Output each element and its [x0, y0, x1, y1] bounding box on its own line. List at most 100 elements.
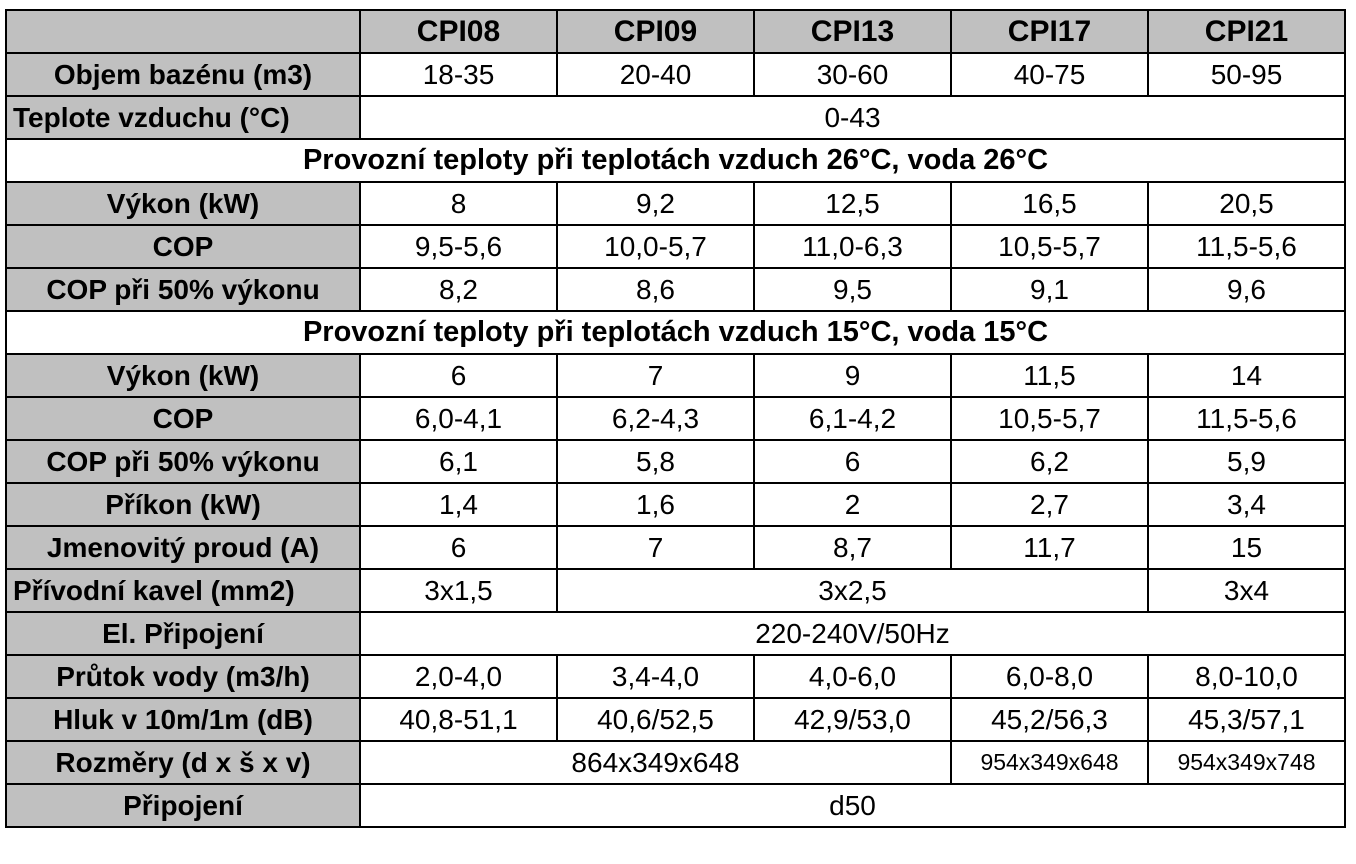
table-cell: 11,5-5,6: [1147, 224, 1346, 269]
table-cell: 6,2: [950, 439, 1149, 484]
table-cell: 40-75: [950, 52, 1149, 97]
row-label: Objem bazénu (m3): [5, 52, 361, 97]
table-cell: 6,0-8,0: [950, 654, 1149, 699]
table-cell: 864x349x648: [359, 740, 952, 785]
table-row-cop-15: COP 6,0-4,1 6,2-4,3 6,1-4,2 10,5-5,7 11,…: [5, 396, 1346, 441]
section-header-26: Provozní teploty při teplotách vzduch 26…: [5, 138, 1346, 183]
table-cell: 20,5: [1147, 181, 1346, 226]
table-cell: 11,7: [950, 525, 1149, 570]
table-cell: 954x349x648: [950, 740, 1149, 785]
table-row-water-flow: Průtok vody (m3/h) 2,0-4,0 3,4-4,0 4,0-6…: [5, 654, 1346, 699]
table-cell: 14: [1147, 353, 1346, 398]
row-label: El. Připojení: [5, 611, 361, 656]
table-row-connection: Připojení d50: [5, 783, 1346, 828]
table-cell: 10,0-5,7: [556, 224, 755, 269]
table-cell: 8,2: [359, 267, 558, 312]
table-cell: 2,0-4,0: [359, 654, 558, 699]
table-row-power-15: Výkon (kW) 6 7 9 11,5 14: [5, 353, 1346, 398]
table-cell: 9,2: [556, 181, 755, 226]
table-cell: 11,0-6,3: [753, 224, 952, 269]
table-cell: 6,1: [359, 439, 558, 484]
table-cell: 10,5-5,7: [950, 396, 1149, 441]
model-header-cpi21: CPI21: [1147, 9, 1346, 54]
table-cell: 8: [359, 181, 558, 226]
table-cell: 7: [556, 525, 755, 570]
table-cell: 6: [359, 353, 558, 398]
table-cell: 9: [753, 353, 952, 398]
row-label: Příkon (kW): [5, 482, 361, 527]
table-cell: 3x2,5: [556, 568, 1149, 613]
corner-cell: [5, 9, 361, 54]
row-label: Připojení: [5, 783, 361, 828]
table-cell: 3,4-4,0: [556, 654, 755, 699]
table-cell: 8,6: [556, 267, 755, 312]
table-cell: 20-40: [556, 52, 755, 97]
table-cell: 3x4: [1147, 568, 1346, 613]
table-cell: 0-43: [359, 95, 1346, 140]
row-label: Rozměry (d x š x v): [5, 740, 361, 785]
table-cell: 5,8: [556, 439, 755, 484]
model-header-cpi17: CPI17: [950, 9, 1149, 54]
table-cell: 12,5: [753, 181, 952, 226]
table-row-noise: Hluk v 10m/1m (dB) 40,8-51,1 40,6/52,5 4…: [5, 697, 1346, 742]
row-label: Přívodní kavel (mm2): [5, 568, 361, 613]
row-label: COP: [5, 224, 361, 269]
row-label: COP při 50% výkonu: [5, 439, 361, 484]
table-cell: 18-35: [359, 52, 558, 97]
model-header-cpi09: CPI09: [556, 9, 755, 54]
table-cell: 220-240V/50Hz: [359, 611, 1346, 656]
table-cell: 7: [556, 353, 755, 398]
table-row-rated-current: Jmenovitý proud (A) 6 7 8,7 11,7 15: [5, 525, 1346, 570]
section-title: Provozní teploty při teplotách vzduch 26…: [5, 138, 1346, 183]
row-label: COP: [5, 396, 361, 441]
spec-table: CPI08 CPI09 CPI13 CPI17 CPI21 Objem bazé…: [5, 9, 1346, 828]
table-cell: 3,4: [1147, 482, 1346, 527]
table-cell: 6: [359, 525, 558, 570]
table-cell: 6,2-4,3: [556, 396, 755, 441]
table-row-electrical: El. Připojení 220-240V/50Hz: [5, 611, 1346, 656]
table-cell: 2: [753, 482, 952, 527]
table-cell: 6: [753, 439, 952, 484]
table-cell: 45,3/57,1: [1147, 697, 1346, 742]
table-cell: 954x349x748: [1147, 740, 1346, 785]
table-cell: 9,5-5,6: [359, 224, 558, 269]
table-cell: 1,4: [359, 482, 558, 527]
table-cell: 4,0-6,0: [753, 654, 952, 699]
section-title: Provozní teploty při teplotách vzduch 15…: [5, 310, 1346, 355]
header-row: CPI08 CPI09 CPI13 CPI17 CPI21: [5, 9, 1346, 54]
table-cell: 45,2/56,3: [950, 697, 1149, 742]
table-cell: 11,5-5,6: [1147, 396, 1346, 441]
table-row-cop-26: COP 9,5-5,6 10,0-5,7 11,0-6,3 10,5-5,7 1…: [5, 224, 1346, 269]
model-header-cpi08: CPI08: [359, 9, 558, 54]
table-row-power-26: Výkon (kW) 8 9,2 12,5 16,5 20,5: [5, 181, 1346, 226]
table-cell: 2,7: [950, 482, 1149, 527]
table-row-dimensions: Rozměry (d x š x v) 864x349x648 954x349x…: [5, 740, 1346, 785]
row-label: Teplote vzduchu (°C): [5, 95, 361, 140]
section-header-15: Provozní teploty při teplotách vzduch 15…: [5, 310, 1346, 355]
table-cell: 1,6: [556, 482, 755, 527]
table-cell: d50: [359, 783, 1346, 828]
table-row-cop50-15: COP při 50% výkonu 6,1 5,8 6 6,2 5,9: [5, 439, 1346, 484]
row-label: COP při 50% výkonu: [5, 267, 361, 312]
row-label: Jmenovitý proud (A): [5, 525, 361, 570]
table-row-input-power: Příkon (kW) 1,4 1,6 2 2,7 3,4: [5, 482, 1346, 527]
table-cell: 3x1,5: [359, 568, 558, 613]
table-row-pool-volume: Objem bazénu (m3) 18-35 20-40 30-60 40-7…: [5, 52, 1346, 97]
table-row-cop50-26: COP při 50% výkonu 8,2 8,6 9,5 9,1 9,6: [5, 267, 1346, 312]
row-label: Průtok vody (m3/h): [5, 654, 361, 699]
table-cell: 50-95: [1147, 52, 1346, 97]
table-cell: 6,0-4,1: [359, 396, 558, 441]
table-cell: 42,9/53,0: [753, 697, 952, 742]
table-cell: 5,9: [1147, 439, 1346, 484]
model-header-cpi13: CPI13: [753, 9, 952, 54]
table-cell: 11,5: [950, 353, 1149, 398]
row-label: Výkon (kW): [5, 181, 361, 226]
table-row-supply-cable: Přívodní kavel (mm2) 3x1,5 3x2,5 3x4: [5, 568, 1346, 613]
table-cell: 9,5: [753, 267, 952, 312]
table-cell: 40,8-51,1: [359, 697, 558, 742]
row-label: Výkon (kW): [5, 353, 361, 398]
table-cell: 6,1-4,2: [753, 396, 952, 441]
table-cell: 15: [1147, 525, 1346, 570]
table-cell: 9,6: [1147, 267, 1346, 312]
table-cell: 10,5-5,7: [950, 224, 1149, 269]
